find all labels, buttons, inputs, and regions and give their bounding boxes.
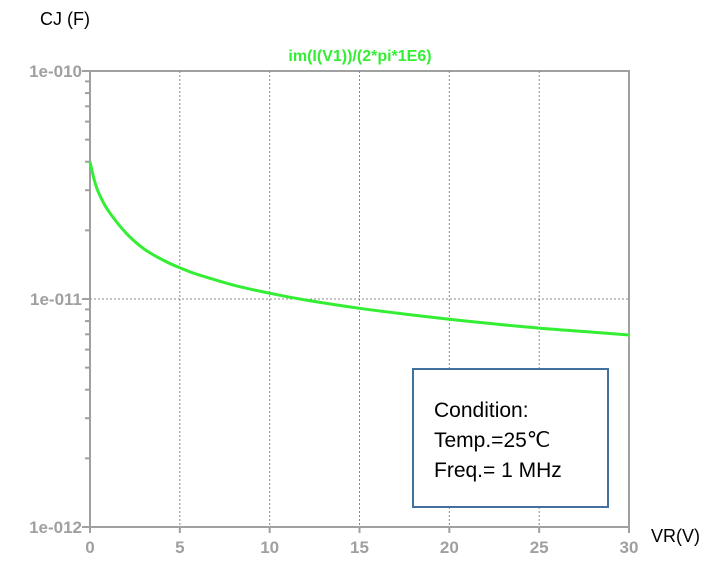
y-tick-label: 1e-010 <box>29 62 82 81</box>
x-tick-label: 25 <box>530 538 549 557</box>
x-axis-title: VR(V) <box>651 526 700 546</box>
condition-temp: Temp.=25℃ <box>434 429 551 452</box>
series-title: im(I(V1))/(2*pi*1E6) <box>288 48 431 65</box>
minor-ticks <box>85 80 90 460</box>
y-tick-label: 1e-012 <box>29 518 82 537</box>
x-tick-label: 15 <box>350 538 369 557</box>
y-axis-title: CJ (F) <box>40 9 90 29</box>
y-ticks: 1e-012 1e-011 1e-010 <box>29 62 90 537</box>
x-tick-label: 5 <box>175 538 184 557</box>
y-tick-label: 1e-011 <box>30 290 82 309</box>
x-tick-label: 20 <box>440 538 459 557</box>
grid <box>90 71 629 527</box>
condition-line: Condition: <box>434 399 529 422</box>
series-line <box>88 161 630 337</box>
x-tick-label: 0 <box>85 538 94 557</box>
x-tick-label: 10 <box>260 538 279 557</box>
condition-freq: Freq.= 1 MHz <box>434 459 562 482</box>
condition-box: Condition: Temp.=25℃ Freq.= 1 MHz <box>412 368 609 508</box>
x-ticks: 0 5 10 15 20 25 30 <box>85 527 638 557</box>
x-tick-label: 30 <box>620 538 639 557</box>
